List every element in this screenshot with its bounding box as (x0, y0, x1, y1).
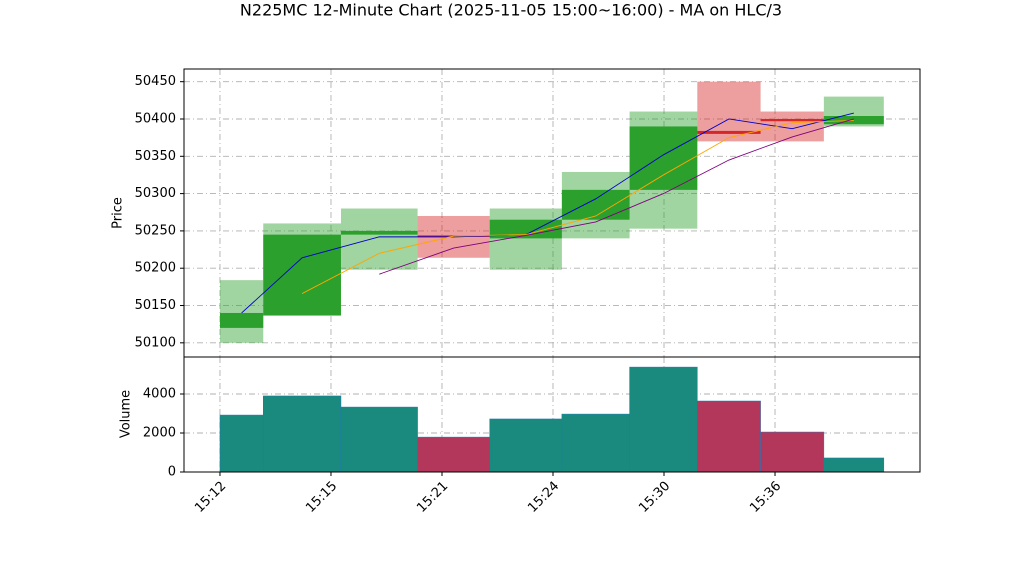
volume-bar (760, 431, 825, 473)
y-tick-label: 50350 (135, 149, 176, 164)
y-tick-label: 50450 (135, 74, 176, 89)
y-tick-label: 50300 (135, 186, 176, 201)
y2-tick-label: 0 (168, 465, 176, 480)
y-tick-label: 50400 (135, 111, 176, 126)
x-tick-label: 15:12 (192, 479, 229, 516)
y-axis-label: Price (111, 197, 126, 229)
volume-bar (629, 366, 698, 473)
x-tick-label: 15:21 (414, 479, 451, 516)
y-tick-label: 50100 (135, 335, 176, 350)
candle-wick (219, 280, 264, 343)
chart-title: N225MC 12-Minute Chart (2025-11-05 15:00… (240, 1, 782, 20)
volume-bar (340, 406, 418, 473)
y-tick-label: 50250 (135, 223, 176, 238)
ma-line (241, 112, 854, 314)
y-tick-label: 50200 (135, 261, 176, 276)
candle-body (219, 312, 264, 328)
candle-body (760, 118, 824, 122)
x-tick-label: 15:24 (525, 479, 562, 516)
x-tick-label: 15:30 (636, 479, 673, 516)
ma-line (379, 118, 854, 275)
volume-bar (697, 400, 761, 473)
x-tick-label: 15:15 (303, 479, 340, 516)
volume-bar (417, 436, 490, 473)
x-tick-label: 15:36 (747, 479, 784, 516)
ma-line (301, 120, 854, 294)
volume-bar (823, 457, 885, 473)
candle-body (561, 189, 630, 220)
candle-body (340, 230, 418, 235)
y-tick-label: 50150 (135, 298, 176, 313)
candle-body (629, 126, 698, 190)
volume-bar (561, 413, 630, 473)
volume-bar (263, 395, 342, 473)
volume-bar (489, 418, 563, 473)
candle-body (823, 116, 884, 125)
candle-body (263, 234, 341, 316)
y2-tick-label: 4000 (143, 386, 176, 401)
candle-wick (760, 111, 824, 142)
volume-panel-frame (183, 356, 921, 473)
volume-bar (219, 414, 264, 473)
candle-wick (340, 208, 418, 270)
y2-tick-label: 2000 (143, 425, 176, 440)
candle-body (697, 130, 761, 134)
candle-wick (489, 208, 562, 270)
y2-axis-label: Volume (119, 390, 134, 438)
candle-body (489, 219, 562, 239)
